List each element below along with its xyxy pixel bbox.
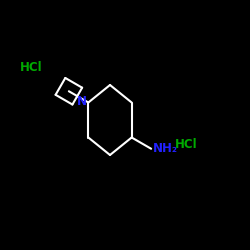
- Text: HCl: HCl: [20, 61, 42, 74]
- Text: HCl: HCl: [175, 138, 198, 151]
- Text: N: N: [77, 95, 87, 108]
- Text: NH₂: NH₂: [152, 142, 178, 155]
